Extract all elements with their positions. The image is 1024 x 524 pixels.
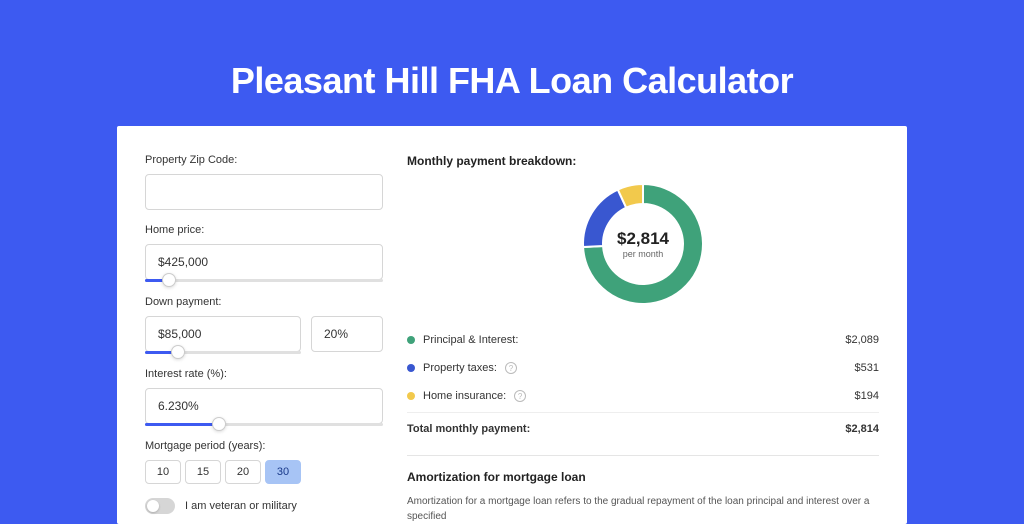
- down-payment-percent-input[interactable]: [311, 316, 383, 352]
- mortgage-period-field-group: Mortgage period (years): 10152030: [145, 440, 383, 484]
- home-price-slider[interactable]: [145, 279, 383, 282]
- interest-rate-field-group: Interest rate (%):: [145, 368, 383, 426]
- total-value: $2,814: [845, 423, 879, 435]
- zip-field-group: Property Zip Code:: [145, 154, 383, 210]
- breakdown-row: Property taxes:? $531: [407, 354, 879, 382]
- info-icon[interactable]: ?: [514, 390, 526, 402]
- donut-chart: $2,814 per month: [579, 180, 707, 308]
- breakdown-row: Principal & Interest: $2,089: [407, 326, 879, 354]
- donut-center: $2,814 per month: [579, 180, 707, 308]
- breakdown-row: Home insurance:? $194: [407, 382, 879, 410]
- legend-dot: [407, 336, 415, 344]
- zip-input[interactable]: [145, 174, 383, 210]
- mortgage-period-30[interactable]: 30: [265, 460, 301, 484]
- breakdown-list: Principal & Interest: $2,089 Property taxe…: [407, 326, 879, 410]
- inputs-column: Property Zip Code: Home price: Down paym…: [145, 154, 383, 524]
- breakdown-value: $2,089: [845, 334, 879, 346]
- donut-chart-area: $2,814 per month: [407, 180, 879, 308]
- mortgage-period-20[interactable]: 20: [225, 460, 261, 484]
- breakdown-value: $531: [855, 362, 879, 374]
- veteran-label: I am veteran or military: [185, 500, 297, 512]
- breakdown-title: Monthly payment breakdown:: [407, 154, 879, 168]
- mortgage-period-10[interactable]: 10: [145, 460, 181, 484]
- home-price-slider-thumb[interactable]: [162, 273, 176, 287]
- calculator-card: Property Zip Code: Home price: Down paym…: [117, 126, 907, 524]
- page-title: Pleasant Hill FHA Loan Calculator: [231, 60, 793, 102]
- legend-dot: [407, 392, 415, 400]
- zip-label: Property Zip Code:: [145, 154, 383, 166]
- mortgage-period-15[interactable]: 15: [185, 460, 221, 484]
- down-payment-field-group: Down payment:: [145, 296, 383, 354]
- down-payment-slider-thumb[interactable]: [171, 345, 185, 359]
- down-payment-amount-input[interactable]: [145, 316, 301, 352]
- home-price-field-group: Home price:: [145, 224, 383, 282]
- veteran-toggle-handle: [147, 500, 159, 512]
- interest-rate-input[interactable]: [145, 388, 383, 424]
- total-label: Total monthly payment:: [407, 423, 530, 435]
- down-payment-slider[interactable]: [145, 351, 301, 354]
- home-price-input[interactable]: [145, 244, 383, 280]
- interest-rate-slider-thumb[interactable]: [212, 417, 226, 431]
- down-payment-label: Down payment:: [145, 296, 383, 308]
- donut-amount: $2,814: [617, 229, 669, 249]
- breakdown-label: Property taxes:: [423, 362, 497, 374]
- mortgage-period-label: Mortgage period (years):: [145, 440, 383, 452]
- interest-rate-slider-fill: [145, 423, 219, 426]
- donut-sub: per month: [623, 249, 664, 259]
- info-icon[interactable]: ?: [505, 362, 517, 374]
- legend-dot: [407, 364, 415, 372]
- interest-rate-slider[interactable]: [145, 423, 383, 426]
- amortization-title: Amortization for mortgage loan: [407, 470, 879, 484]
- breakdown-value: $194: [855, 390, 879, 402]
- breakdown-label: Home insurance:: [423, 390, 506, 402]
- breakdown-total-row: Total monthly payment: $2,814: [407, 412, 879, 443]
- interest-rate-label: Interest rate (%):: [145, 368, 383, 380]
- amortization-text: Amortization for a mortgage loan refers …: [407, 494, 879, 524]
- breakdown-column: Monthly payment breakdown: $2,814 per mo…: [407, 154, 879, 524]
- home-price-label: Home price:: [145, 224, 383, 236]
- amortization-section: Amortization for mortgage loan Amortizat…: [407, 455, 879, 524]
- mortgage-period-buttons: 10152030: [145, 460, 383, 484]
- breakdown-label: Principal & Interest:: [423, 334, 518, 346]
